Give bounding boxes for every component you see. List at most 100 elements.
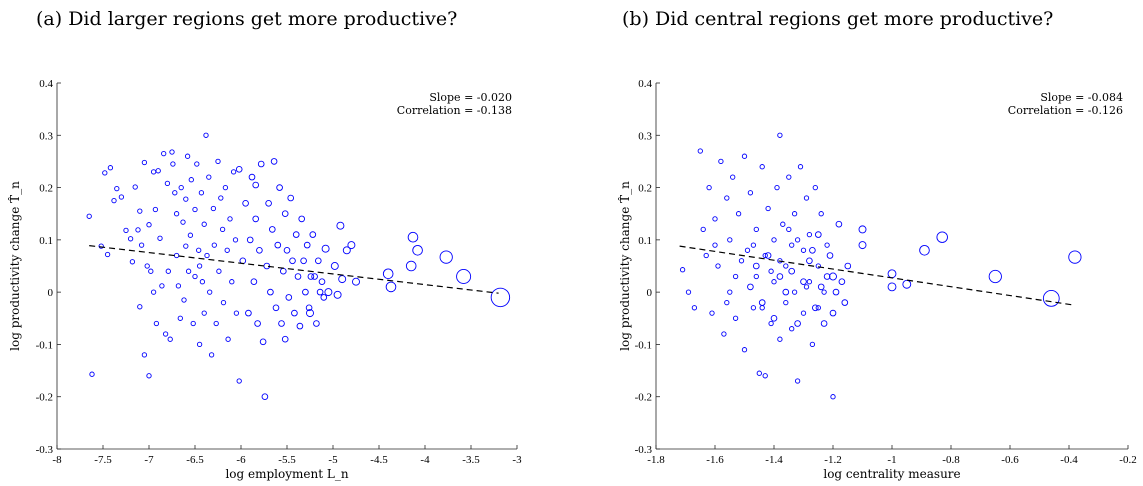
data-point — [826, 252, 834, 259]
data-point — [283, 246, 291, 254]
data-point — [141, 159, 148, 166]
data-point — [185, 268, 192, 274]
data-point — [309, 231, 317, 238]
x-axis-label: log centrality measure — [823, 467, 960, 481]
data-point — [821, 289, 827, 295]
data-point — [783, 263, 789, 269]
x-tick-label: -1 — [887, 454, 896, 466]
data-point — [314, 257, 322, 265]
data-point — [162, 331, 169, 337]
data-point — [735, 211, 742, 217]
data-point — [712, 242, 718, 248]
data-point — [835, 220, 843, 228]
data-point — [747, 190, 754, 196]
data-point — [159, 283, 165, 289]
y-tick-label: 0.3 — [39, 130, 53, 142]
correlation-annotation: Correlation = -0.138 — [397, 104, 512, 117]
data-point — [138, 242, 145, 248]
y-tick-label: -0.2 — [635, 392, 652, 404]
data-point — [219, 226, 226, 233]
slope-annotation: Slope = -0.020 — [429, 91, 512, 104]
data-point — [823, 273, 831, 280]
x-tick-label: -6 — [236, 454, 246, 466]
data-point — [703, 252, 709, 259]
data-point — [196, 247, 202, 253]
data-point — [270, 158, 278, 165]
plot-area — [56, 82, 518, 450]
data-point — [150, 169, 157, 175]
x-tick-label: -0.2 — [1119, 454, 1136, 466]
data-point — [196, 341, 203, 348]
data-point — [765, 205, 771, 212]
data-point — [211, 242, 217, 248]
data-point — [210, 205, 217, 212]
data-point — [858, 225, 867, 234]
data-point — [679, 267, 686, 273]
correlation-annotation: Correlation = -0.126 — [1008, 104, 1123, 117]
data-point — [230, 169, 237, 175]
x-tick-label: -8 — [52, 454, 62, 466]
data-point — [111, 197, 117, 204]
data-point — [220, 299, 227, 306]
x-tick-label: -6.5 — [186, 454, 204, 466]
data-point — [806, 279, 813, 285]
data-point — [803, 284, 810, 290]
data-point — [89, 371, 95, 377]
data-point — [177, 315, 183, 321]
data-point — [724, 299, 730, 306]
data-point — [741, 153, 748, 159]
data-point — [727, 289, 733, 295]
data-point — [132, 184, 138, 190]
y-tick-label: -0.1 — [635, 339, 652, 351]
data-point — [278, 320, 285, 327]
y-tick-label: -0.3 — [36, 444, 54, 456]
data-point — [155, 168, 161, 174]
data-point — [750, 242, 757, 248]
data-point — [815, 263, 821, 269]
chart-b-title: (b) Did central regions get more product… — [622, 8, 1054, 30]
data-point — [352, 277, 360, 286]
data-point — [732, 273, 739, 280]
data-point — [114, 185, 120, 192]
data-point — [829, 272, 837, 281]
data-point — [298, 215, 306, 223]
data-point — [753, 226, 759, 233]
data-point — [768, 320, 774, 327]
x-tick-label: -3 — [512, 454, 522, 466]
data-point — [276, 184, 283, 191]
x-tick-label: -5 — [328, 454, 338, 466]
data-point — [791, 211, 798, 217]
data-point — [700, 226, 706, 233]
data-point — [311, 273, 318, 280]
data-point — [175, 283, 182, 289]
data-point — [294, 273, 302, 280]
data-point — [320, 294, 328, 301]
data-point — [338, 275, 347, 284]
data-point — [259, 338, 267, 346]
data-point — [794, 320, 801, 327]
data-point — [146, 373, 152, 379]
y-tick-label: -0.3 — [635, 444, 653, 456]
data-point — [303, 241, 311, 249]
data-point — [709, 310, 715, 316]
data-point — [281, 335, 289, 343]
x-tick-label: -7 — [144, 454, 154, 466]
data-point — [183, 196, 189, 202]
y-tick-label: 0.1 — [638, 235, 652, 247]
x-tick-label: -1.2 — [824, 454, 841, 466]
data-point — [829, 309, 837, 317]
data-point — [173, 252, 180, 259]
data-point — [812, 184, 818, 191]
data-point — [777, 258, 783, 264]
data-point — [800, 310, 807, 316]
data-point — [215, 158, 221, 165]
data-point — [104, 251, 111, 258]
data-point — [697, 148, 703, 154]
data-point — [490, 287, 511, 308]
data-point — [318, 278, 326, 286]
data-point — [324, 288, 333, 297]
data-point — [794, 378, 801, 384]
data-point — [333, 290, 342, 299]
y-tick-label: 0.2 — [39, 183, 53, 195]
